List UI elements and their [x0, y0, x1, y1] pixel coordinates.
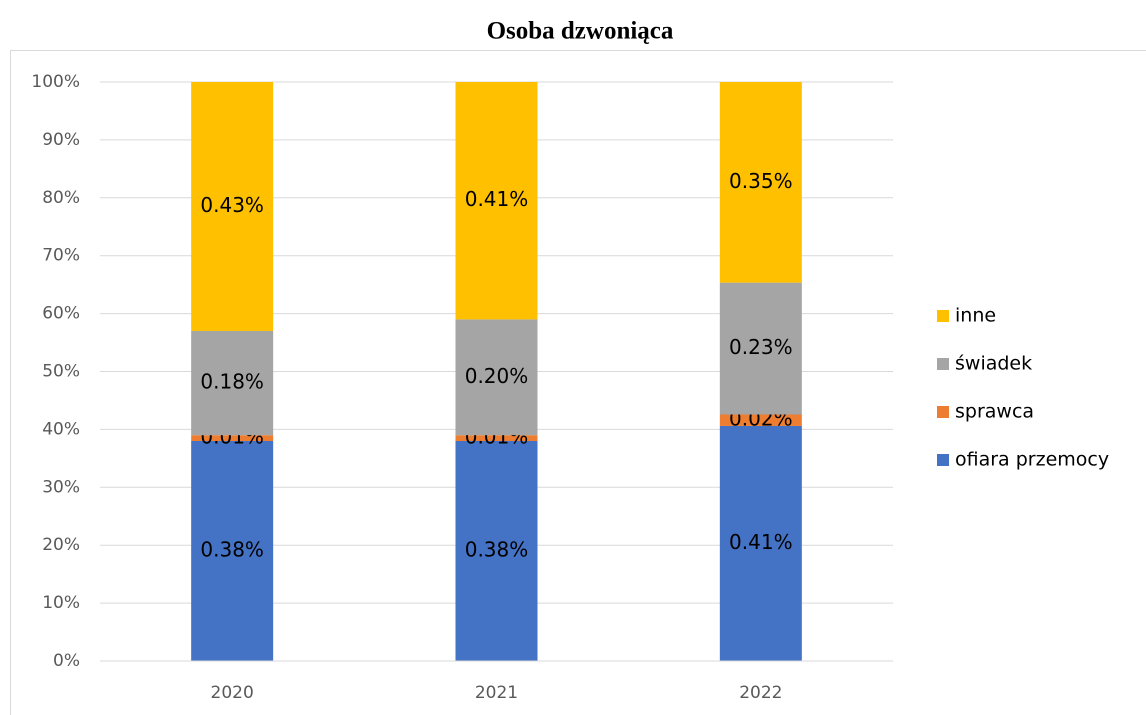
y-tick-label: 30% — [42, 477, 80, 497]
y-tick-label: 20% — [42, 535, 80, 555]
bar-segment — [191, 435, 274, 441]
legend-label: sprawca — [955, 401, 1034, 423]
legend-label: świadek — [955, 353, 1032, 375]
bar-segment — [719, 414, 802, 426]
y-tick-label: 90% — [42, 130, 80, 150]
bar-segment — [191, 330, 274, 436]
legend-swatch — [937, 454, 949, 466]
legend-swatch — [937, 358, 949, 370]
data-label: 0.20% — [465, 364, 529, 388]
chart-title: Osoba dzwoniąca — [487, 18, 674, 45]
y-tick-label: 80% — [42, 188, 80, 208]
legend-label: inne — [955, 305, 996, 327]
bar-segment — [719, 282, 802, 415]
legend-swatch — [937, 406, 949, 418]
x-tick-label: 2021 — [475, 683, 518, 703]
chart-frame — [10, 50, 1146, 715]
data-label: 0.38% — [200, 537, 264, 561]
bar-segment — [455, 440, 538, 661]
data-label: 0.38% — [465, 537, 529, 561]
bar-segment — [719, 82, 802, 283]
x-tick-label: 2022 — [739, 683, 782, 703]
bar-segment — [719, 425, 802, 661]
bar-segment — [191, 82, 274, 331]
y-tick-label: 100% — [31, 72, 80, 92]
bar-segment — [455, 435, 538, 441]
x-tick-label: 2020 — [211, 683, 254, 703]
y-tick-label: 10% — [42, 593, 80, 613]
data-label: 0.41% — [465, 187, 529, 211]
bar-segment — [455, 319, 538, 436]
y-tick-label: 70% — [42, 246, 80, 266]
bar-segment — [455, 82, 538, 320]
y-tick-label: 40% — [42, 419, 80, 439]
y-tick-label: 0% — [53, 651, 80, 671]
y-tick-label: 60% — [42, 304, 80, 324]
data-label: 0.41% — [729, 530, 793, 554]
data-label: 0.23% — [729, 335, 793, 359]
data-label: 0.18% — [200, 370, 264, 394]
data-label: 0.35% — [729, 169, 793, 193]
bar-segment — [191, 440, 274, 661]
y-tick-label: 50% — [42, 362, 80, 382]
legend-swatch — [937, 310, 949, 322]
legend-label: ofiara przemocy — [955, 449, 1109, 471]
data-label: 0.43% — [200, 193, 264, 217]
